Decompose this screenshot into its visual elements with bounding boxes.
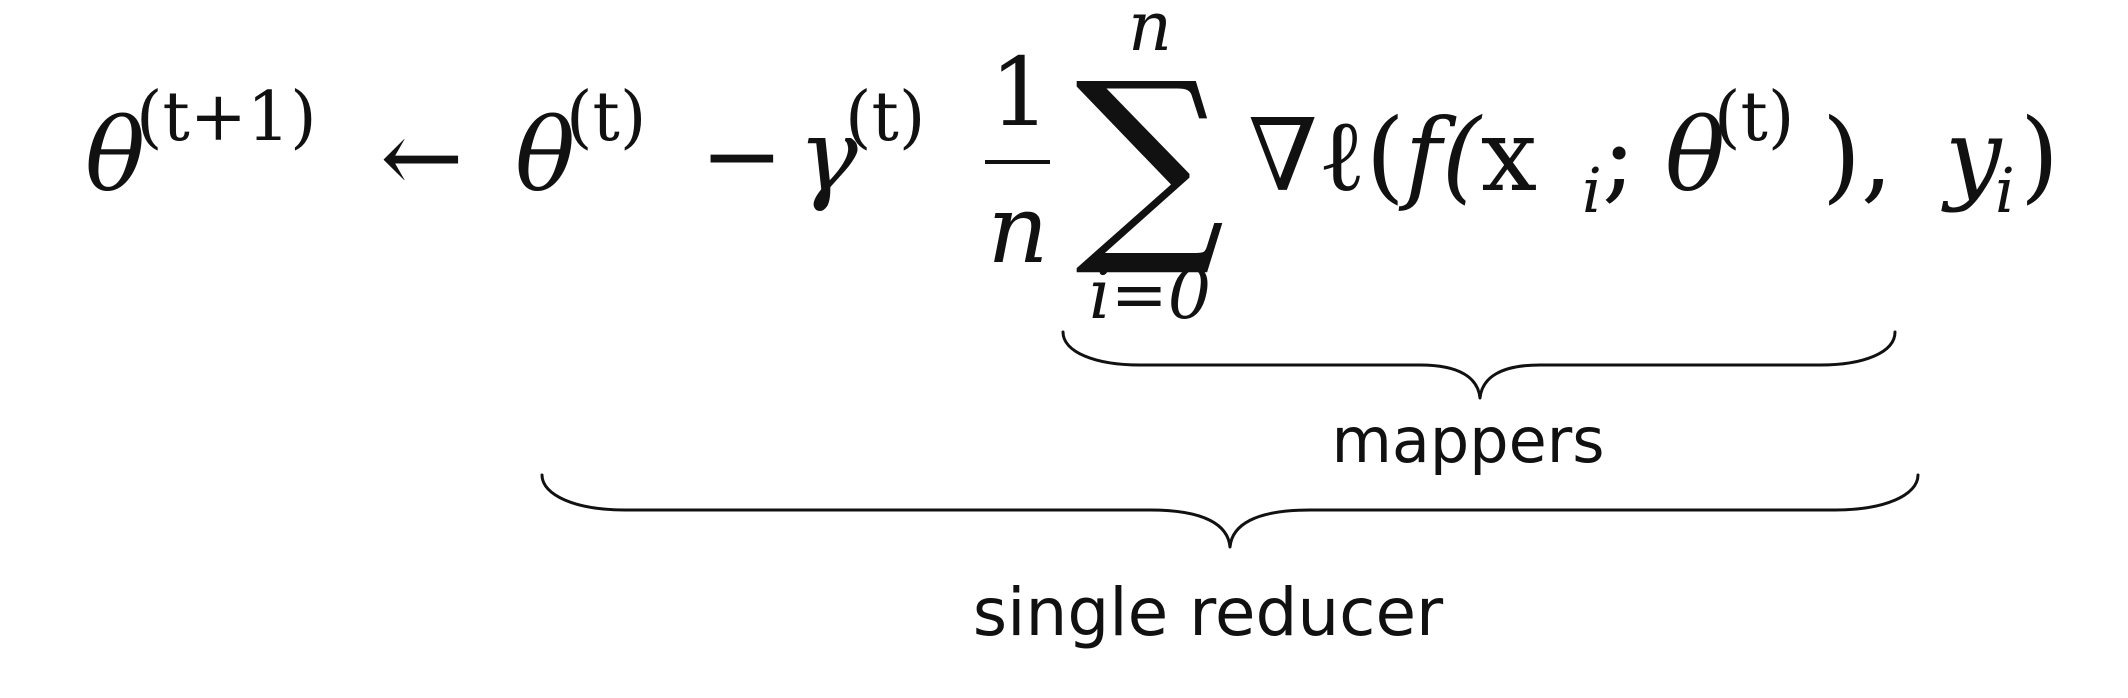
superscript-t: (t) [566,78,646,157]
semicolon: ; [1602,97,1636,214]
superscript-t: (t) [1714,78,1794,157]
fraction-numerator: 1 [990,38,1050,148]
mappers-underbrace [1061,330,1897,400]
superscript-t: (t) [845,78,925,157]
sum-upper-limit: n [1128,0,1172,67]
close-paren-comma: ), [1822,97,1893,214]
subscript-i: i [1995,154,2015,227]
single-reducer-underbrace [540,473,1920,549]
superscript-t-plus-1: (t+1) [136,78,317,157]
mappers-label: mappers [1331,404,1604,477]
minus-sign: − [700,97,784,214]
loss-gradient-expression: ∇ℓ(f(x [1248,97,1537,214]
close-paren: ) [2020,97,2059,214]
sum-lower-limit: i=0 [1089,256,1211,335]
update-arrow: ← [380,99,464,216]
theta-symbol: θ [1665,97,1725,214]
gamma-symbol: γ [798,97,858,214]
theta-symbol: θ [515,97,575,214]
single-reducer-label: single reducer [973,574,1444,651]
theta-symbol: θ [85,97,145,214]
fraction-denominator: n [987,175,1048,285]
subscript-i: i [1582,154,1602,227]
y-symbol: y [1941,97,2003,214]
sigma-symbol: ∑ [1075,37,1225,282]
